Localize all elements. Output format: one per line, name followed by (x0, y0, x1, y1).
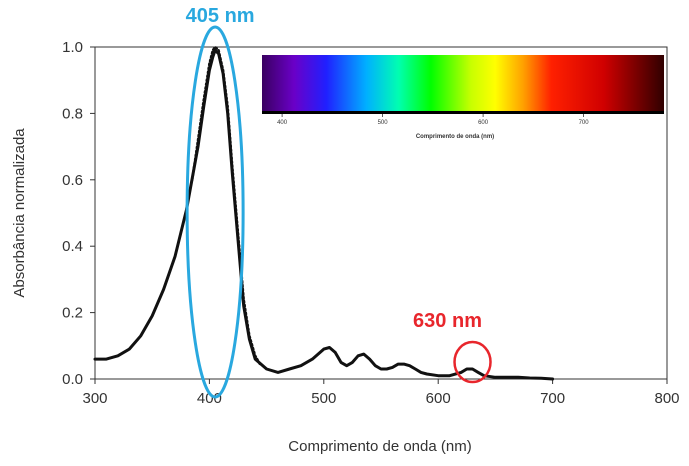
spectrum-tick-label: 500 (378, 120, 389, 126)
y-tick-label: 0.4 (62, 238, 83, 255)
spectrum-bar (262, 55, 664, 111)
spectrum-tick-label: 600 (478, 120, 489, 126)
x-axis-label: Comprimento de onda (nm) (288, 438, 471, 455)
x-tick-label: 700 (540, 390, 565, 407)
spectrum-inset: 400 500 600 700 Comprimento de onda (nm) (262, 55, 664, 140)
peak-405-highlight (185, 25, 245, 399)
spectrum-label: Comprimento de onda (nm) (416, 134, 494, 140)
peak-405-label: 405 nm (186, 5, 255, 27)
x-tick-label: 300 (82, 390, 107, 407)
spectrum-base (262, 111, 664, 114)
x-tick-label: 600 (426, 390, 451, 407)
spectrum-tick-label: 700 (579, 120, 590, 126)
x-tick-label: 500 (311, 390, 336, 407)
x-tick-label: 800 (654, 390, 679, 407)
series-line-2 (190, 45, 263, 367)
y-tick-label: 0.2 (62, 305, 83, 322)
y-tick-label: 1.0 (62, 39, 83, 56)
y-tick-label: 0.8 (62, 105, 83, 122)
spectrum-tick-label: 400 (277, 120, 288, 126)
peak-630-highlight (453, 340, 492, 384)
peak-630-label: 630 nm (413, 310, 482, 332)
y-tick-label: 0.6 (62, 172, 83, 189)
plot-frame (94, 46, 668, 380)
x-tick-label: 400 (197, 390, 222, 407)
y-tick-label: 0.0 (62, 371, 83, 388)
y-axis-label: Absorbância normalizada (11, 128, 28, 298)
